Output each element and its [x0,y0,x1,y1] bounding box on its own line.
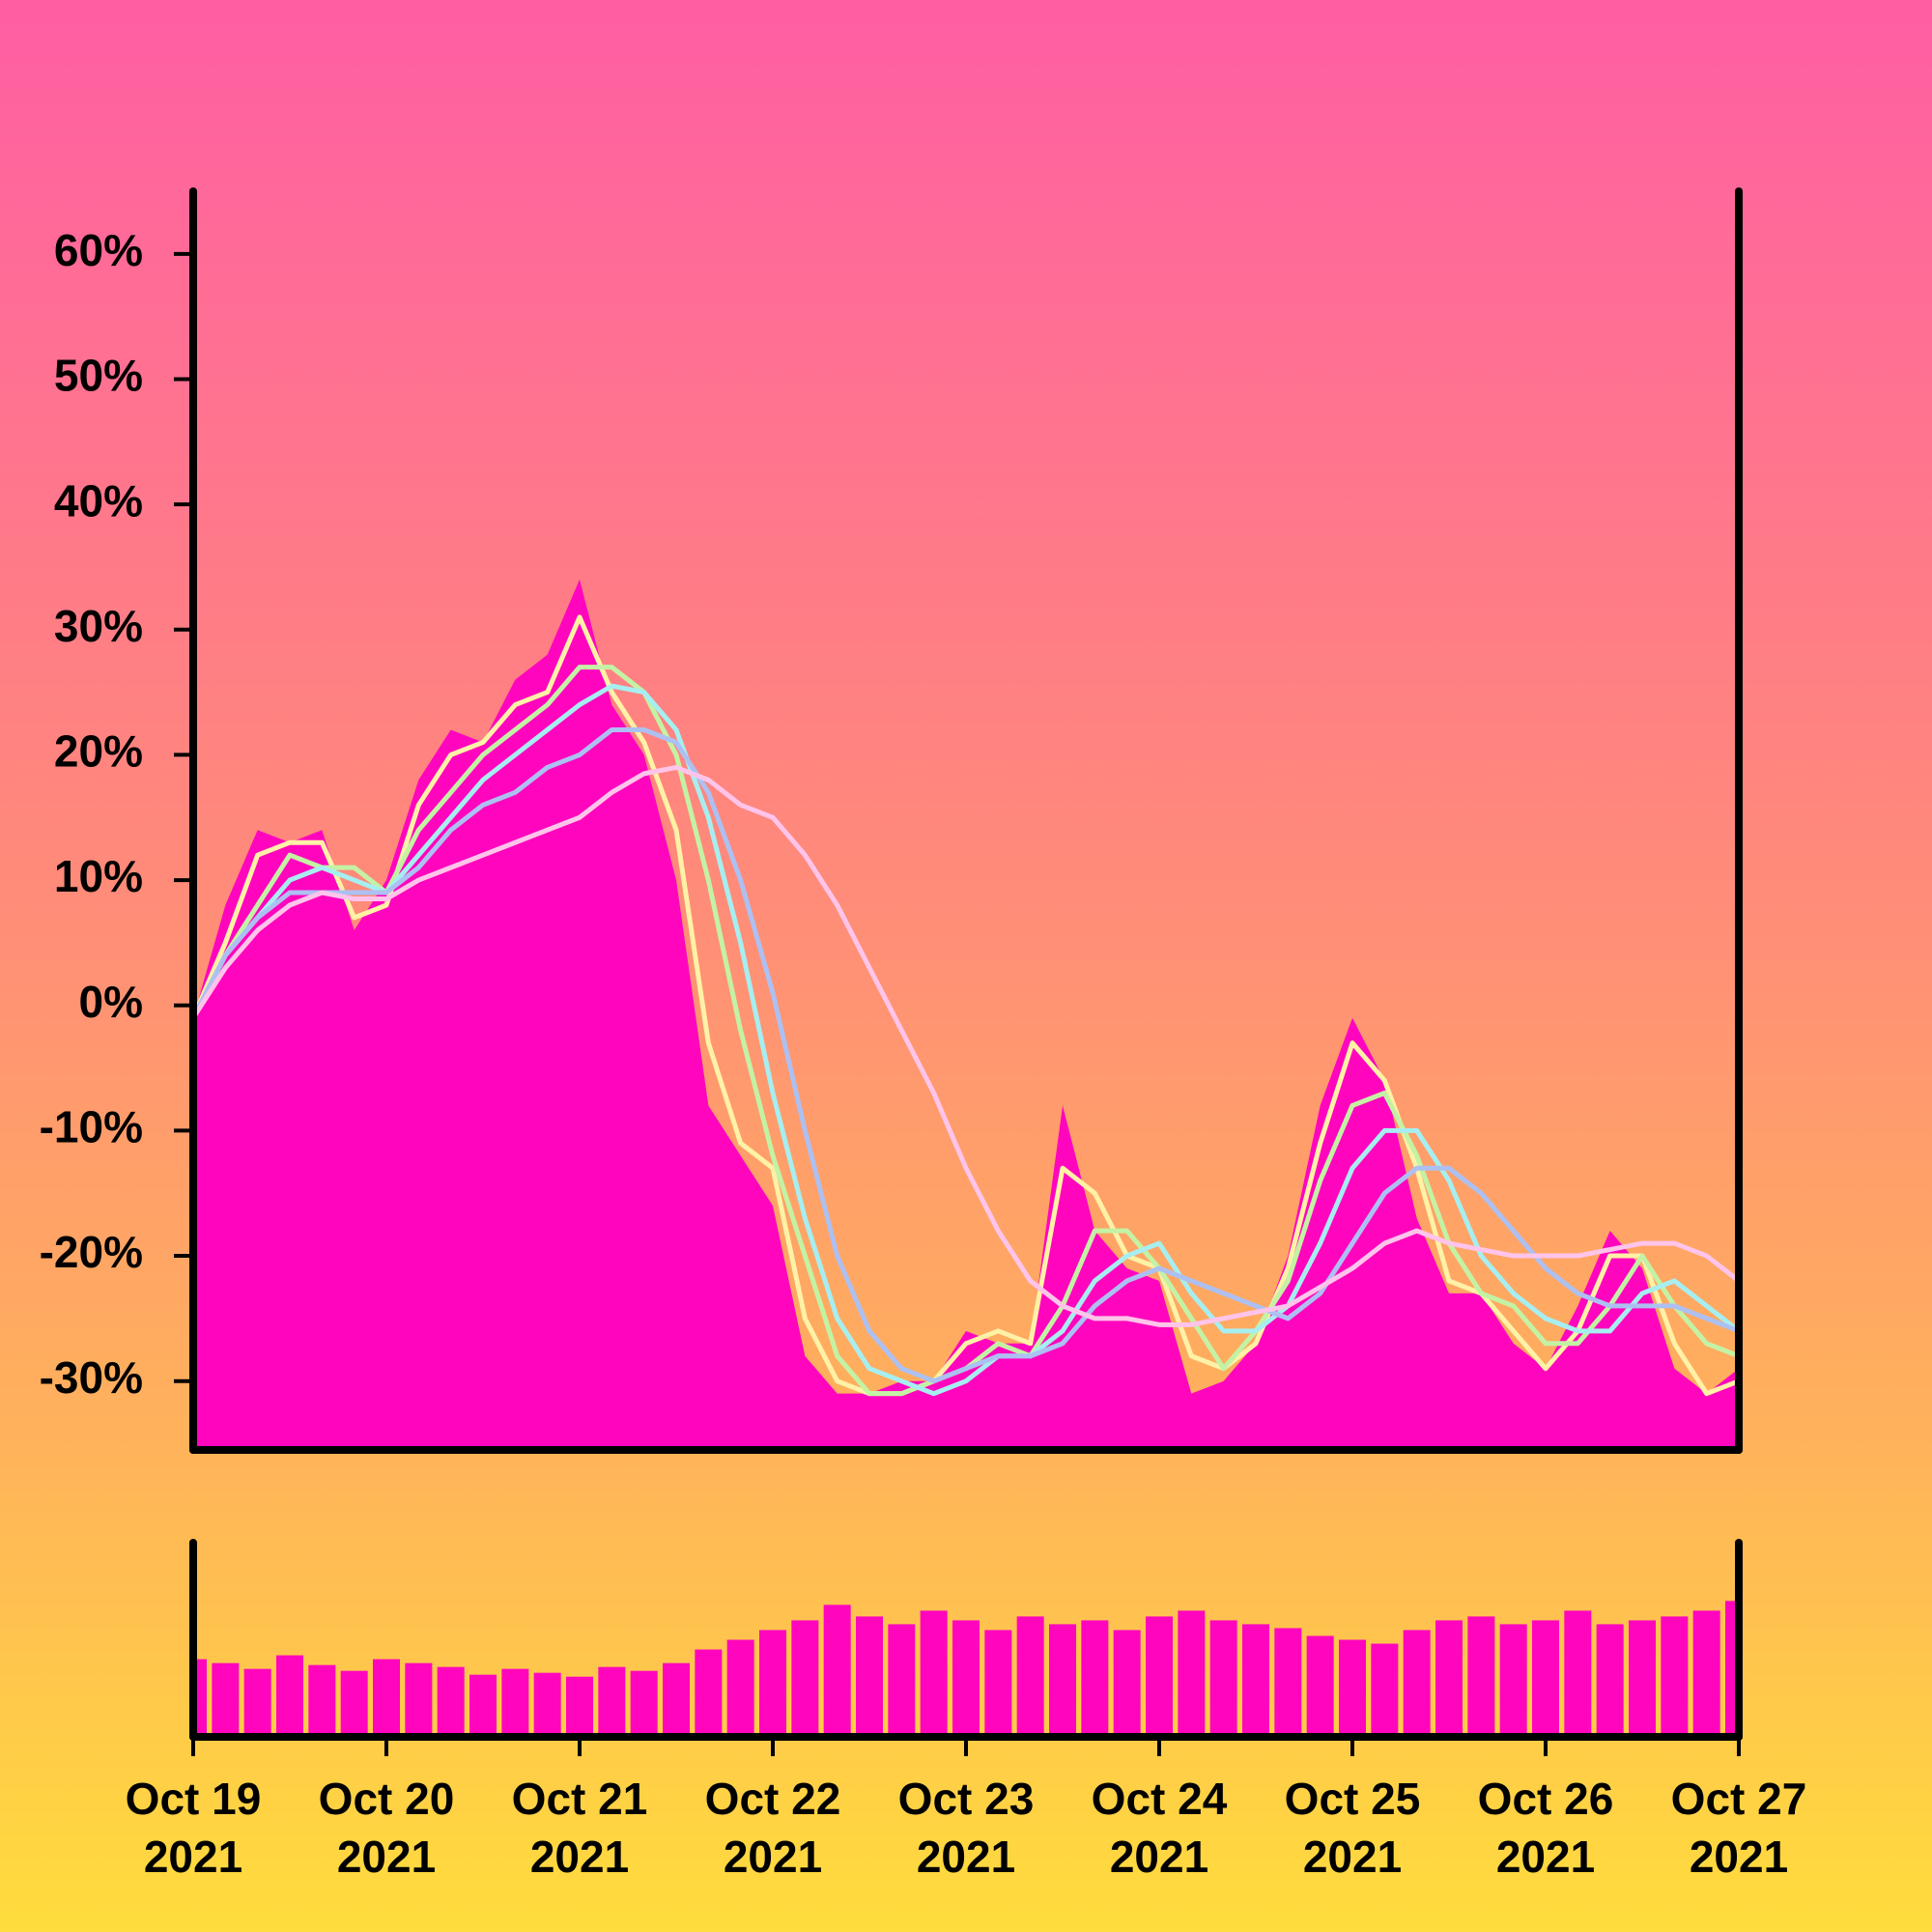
y-tick-label: -30% [40,1352,143,1403]
volume-bar [695,1649,723,1737]
volume-bar [598,1666,626,1737]
x-tick-label: Oct 25 2021 [1284,1774,1421,1882]
volume-bar [1629,1620,1656,1737]
moving-average-line [193,727,1739,1384]
volume-bar [952,1620,980,1737]
volume-bar [1499,1624,1527,1737]
volume-bar [469,1674,497,1737]
volume-bar [888,1624,916,1737]
volume-bar [920,1610,948,1737]
volume-bar [726,1639,754,1737]
y-tick-label: 10% [54,851,143,901]
plot-area [193,1601,1739,1737]
volume-bar [1339,1639,1366,1737]
volume-bar [1467,1616,1495,1737]
volume-bar [1049,1624,1076,1737]
x-tick-label: Oct 24 2021 [1091,1774,1228,1882]
volume-bar [1403,1630,1431,1737]
volume-bar [1178,1610,1206,1737]
y-tick-label: 60% [54,225,143,275]
x-tick-label: Oct 21 2021 [511,1774,648,1882]
volume-bar [1274,1628,1302,1737]
plot-area [193,579,1739,1450]
volume-bar [501,1668,529,1737]
volume-bar [1596,1624,1624,1737]
volume-bar [823,1605,851,1737]
x-tick-label: Oct 27 2021 [1670,1774,1807,1882]
moving-average-line [193,764,1739,1327]
volume-bar [1532,1620,1559,1737]
volume-bar [243,1668,271,1737]
volume-bar [212,1662,240,1737]
x-tick-label: Oct 23 2021 [897,1774,1035,1882]
volume-bar [663,1662,690,1737]
volume-bar [1209,1620,1237,1737]
volume-bar [1661,1616,1689,1737]
volume-bar [1306,1635,1334,1737]
volume-bar [856,1616,883,1737]
volume-bar [1016,1616,1044,1737]
volume-bar [340,1670,368,1737]
volume-bar [1146,1616,1173,1737]
volume-bar [1113,1630,1141,1737]
y-tick-label: -10% [40,1102,143,1152]
volume-bar [1242,1624,1269,1737]
volume-bar [437,1666,465,1737]
x-tick-label: Oct 26 2021 [1477,1774,1614,1882]
volume-bar [984,1630,1012,1737]
volume-bar [405,1662,433,1737]
volume-bar [1371,1643,1399,1737]
volume-bar [1435,1620,1463,1737]
volume-bar [276,1655,303,1737]
x-tick-label: Oct 19 2021 [125,1774,262,1882]
y-tick-label: 30% [54,601,143,651]
y-tick-label: 50% [54,351,143,401]
volume-bar [373,1659,400,1737]
x-tick-label: Oct 20 2021 [318,1774,455,1882]
volume-bar [1692,1610,1720,1737]
volume-bar [630,1670,658,1737]
y-tick-label: 40% [54,475,143,526]
volume-bar [759,1630,786,1737]
y-tick-label: -20% [40,1227,143,1277]
x-tick-label: Oct 22 2021 [704,1774,841,1882]
price-area [193,579,1739,1450]
volume-bar [1564,1610,1592,1737]
volume-bar [533,1672,561,1737]
volume-bar [566,1676,593,1737]
moving-average-line [193,683,1739,1397]
volume-bar [791,1620,819,1737]
volume-bar [308,1664,336,1737]
y-tick-label: 0% [79,977,143,1027]
y-tick-label: 20% [54,726,143,777]
volume-bar [1081,1620,1109,1737]
